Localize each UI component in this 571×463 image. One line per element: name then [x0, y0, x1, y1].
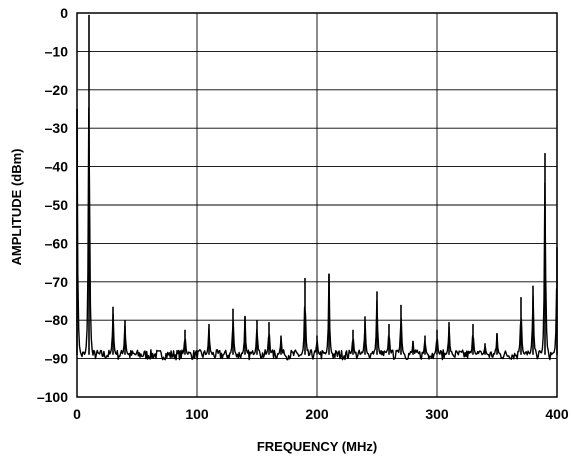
x-tick-label: 0 — [73, 406, 81, 422]
x-axis-title: FREQUENCY (MHz) — [257, 439, 377, 454]
y-axis-title: AMPLITUDE (dBm) — [9, 149, 24, 266]
y-tick-label: –20 — [45, 82, 69, 98]
y-tick-label: –50 — [45, 197, 69, 213]
y-tick-label: –100 — [37, 389, 68, 405]
x-tick-label: 400 — [545, 406, 569, 422]
tick-labels: 0 –10 –20 –30 –40 –50 –60 –70 –80 –90 –100 0 100 200 3… — [37, 5, 569, 422]
x-tick-label: 200 — [305, 406, 329, 422]
y-tick-label: –90 — [45, 351, 69, 367]
x-tick-label: 300 — [425, 406, 449, 422]
y-tick-label: –10 — [45, 43, 69, 59]
plot-frame — [76, 12, 558, 398]
y-tick-label: –60 — [45, 235, 69, 251]
y-tick-label: –30 — [45, 120, 69, 136]
y-tick-label: –40 — [45, 159, 69, 175]
y-tick-label: –70 — [45, 274, 69, 290]
x-tick-label: 100 — [185, 406, 209, 422]
y-tick-label: 0 — [60, 5, 68, 21]
y-tick-label: –80 — [45, 312, 69, 328]
